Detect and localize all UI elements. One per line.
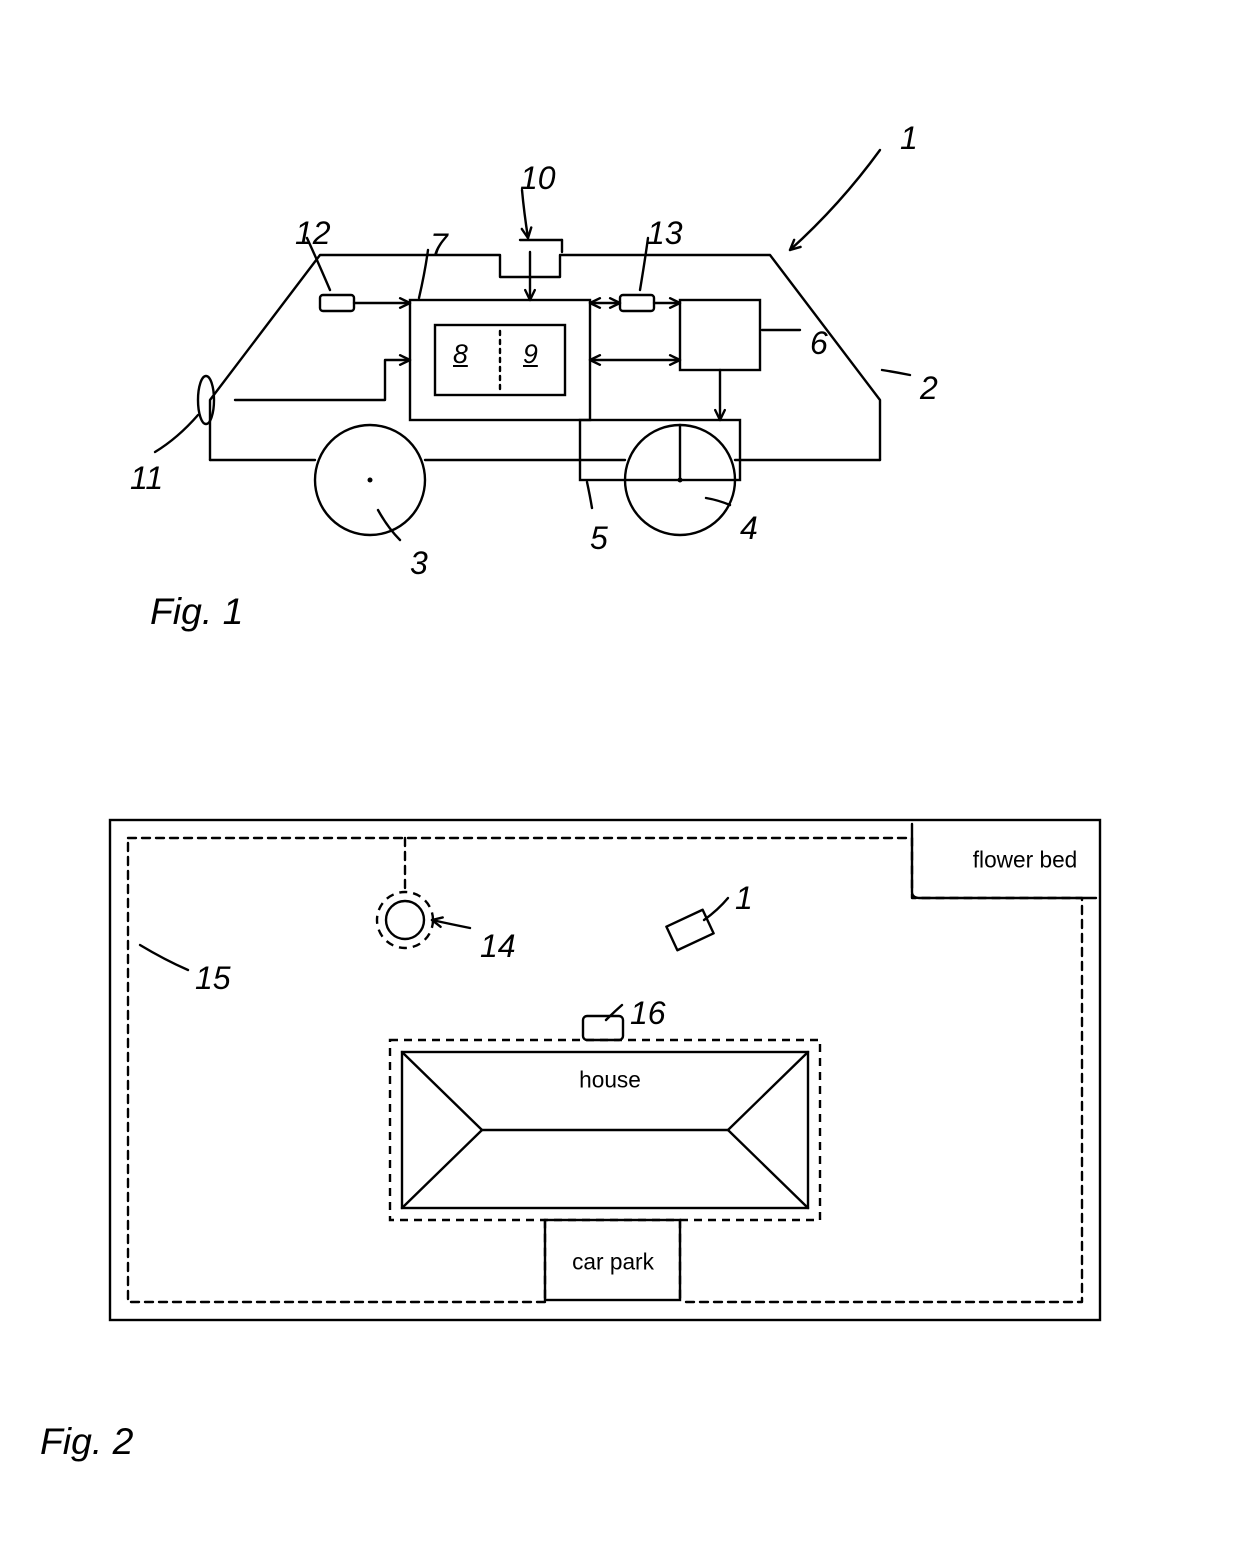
- label-4: 4: [740, 510, 758, 547]
- carpark-label: car park: [572, 1249, 654, 1276]
- label-7: 7: [430, 227, 448, 264]
- label-10: 10: [520, 160, 556, 197]
- diagram-canvas: 1 2 3 4 5 6 7 10 11 12 13 8 9 Fig. 1 flo…: [0, 0, 1240, 1541]
- diagram-svg: [0, 0, 1240, 1541]
- inner-label-8: 8: [453, 339, 468, 370]
- label-1: 1: [900, 120, 918, 157]
- label-11: 11: [130, 460, 163, 497]
- label-3: 3: [410, 545, 428, 582]
- label-f2-15: 15: [195, 960, 231, 997]
- label-12: 12: [295, 215, 331, 252]
- label-5: 5: [590, 520, 608, 557]
- label-13: 13: [647, 215, 683, 252]
- label-f2-16: 16: [630, 995, 666, 1032]
- label-f2-14: 14: [480, 928, 516, 965]
- house-label: house: [579, 1067, 641, 1094]
- fig2-caption: Fig. 2: [40, 1420, 133, 1463]
- inner-label-9: 9: [523, 339, 538, 370]
- label-2: 2: [920, 370, 938, 407]
- fig1-caption: Fig. 1: [150, 590, 243, 633]
- label-6: 6: [810, 325, 828, 362]
- label-f2-1: 1: [735, 880, 753, 917]
- flowerbed-label: flower bed: [973, 847, 1078, 874]
